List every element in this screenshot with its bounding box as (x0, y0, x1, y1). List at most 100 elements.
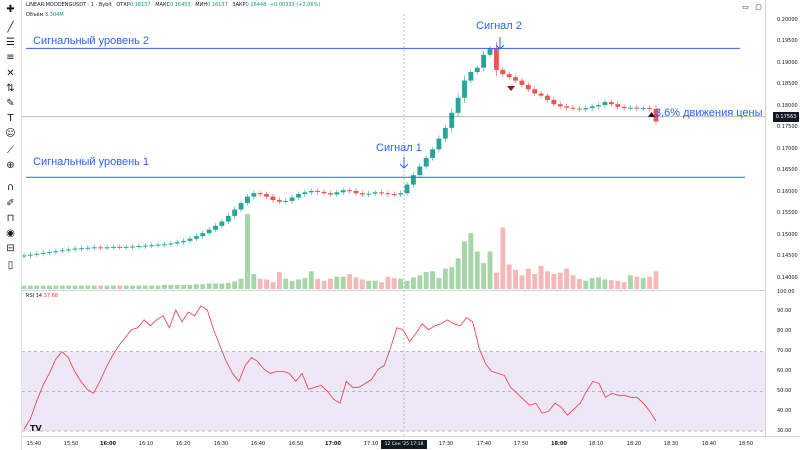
candle (551, 97, 557, 107)
volume-bar (193, 284, 199, 289)
candle-body (615, 104, 621, 107)
candle (538, 90, 544, 99)
trash-icon[interactable]: ▯ (7, 259, 14, 271)
candle-body (98, 247, 104, 249)
window-maximize-icon[interactable]: ▢ (755, 2, 762, 11)
volume-bar (162, 284, 167, 289)
candle (59, 247, 65, 254)
ruler-icon[interactable]: ⟋ (7, 144, 14, 156)
horizontal-lines-icon[interactable]: ☰ (6, 36, 15, 48)
volume-bar (551, 274, 557, 289)
magnet-icon[interactable]: ∩ (6, 181, 15, 193)
pattern-icon[interactable]: ✕ (6, 67, 15, 79)
lock-drawing-icon[interactable]: ✐ (6, 197, 15, 209)
candle (640, 105, 646, 112)
change-value: +0.00333 (+2.06%) (269, 2, 321, 8)
price-tick-label: 0.14000 (777, 274, 798, 281)
symbol-name[interactable]: LINEAR:MOODENGUSDT · 1 · Bybit (26, 2, 112, 8)
candle (564, 103, 570, 111)
time-tick-label: 18:20 (626, 441, 642, 447)
layers-icon[interactable]: ⊟ (6, 242, 15, 254)
candle (653, 105, 659, 126)
candle-body (327, 193, 333, 195)
volume-bar (455, 258, 461, 289)
volume-bar (449, 267, 455, 289)
volume-bar (608, 280, 614, 289)
volume-bar (283, 278, 289, 289)
price-axis[interactable]: 0.20000 0.19500 0.19000 0.18500 0.18000 0.175… (765, 0, 800, 290)
candle (474, 65, 480, 75)
candle (110, 244, 116, 250)
time-tick-label: 17:50 (513, 441, 529, 447)
current-price-badge: 0.17563 (773, 112, 799, 122)
candle (481, 50, 487, 72)
rsi-tick-label: 70.00 (777, 348, 792, 355)
candle-body (513, 77, 518, 81)
high-value: 0.16453 (169, 2, 191, 8)
candle-body (155, 244, 161, 246)
tradingview-logo-icon: TV (30, 424, 42, 433)
candle (168, 240, 174, 247)
candle-body (359, 193, 365, 195)
fib-retracement-icon[interactable]: ≡ (6, 51, 15, 63)
candle (449, 108, 455, 133)
candle (104, 244, 110, 251)
candle (615, 101, 621, 110)
volume-bar (264, 279, 270, 289)
volume-bar (513, 269, 518, 289)
zoom-icon[interactable]: ⊕ (6, 159, 15, 171)
brush-icon[interactable]: ✎ (6, 97, 15, 109)
candle (334, 189, 340, 198)
volume-bar (130, 285, 135, 289)
candle-body (628, 107, 633, 109)
price-tick-label: 0.17000 (777, 145, 798, 152)
volume-bar (117, 285, 123, 289)
volume-bar (34, 285, 40, 289)
volume-bar (155, 285, 161, 289)
projection-icon[interactable]: ⇅ (6, 82, 15, 94)
crosshair-icon[interactable]: ✚ (6, 3, 15, 15)
candle (142, 243, 148, 249)
candle (123, 244, 129, 250)
time-tick-label: 18:00 (551, 441, 567, 447)
price-tick-label: 0.16000 (777, 188, 798, 195)
text-icon[interactable]: T (7, 112, 14, 124)
volume-bar (398, 278, 404, 289)
volume-bar (583, 280, 589, 289)
rsi-axis[interactable]: 100.00 90.00 80.00 70.00 60.00 50.00 40.00 30.0… (765, 289, 800, 435)
close-value: 0.16448 (245, 2, 267, 8)
candle (130, 243, 135, 250)
emoji-icon[interactable]: ☺ (5, 127, 16, 139)
time-tick-label: 18:30 (663, 441, 679, 447)
candle (545, 93, 550, 103)
volume-legend: Объём 3.304M (26, 12, 64, 18)
candle-body (487, 48, 493, 55)
volume-bar (442, 268, 448, 289)
candle-body (321, 191, 327, 194)
window-minimize-icon[interactable]: ▭ (742, 2, 749, 11)
rsi-tick-label: 60.00 (777, 367, 792, 374)
candle-body (653, 108, 659, 122)
price-tick-label: 0.20000 (777, 16, 798, 23)
volume-bar (47, 285, 52, 289)
candle (366, 191, 372, 198)
visibility-icon[interactable]: ◉ (6, 227, 15, 239)
time-axis[interactable]: 15:40 15:50 16:00 16:10 16:20 16:30 16:40 16:50… (0, 437, 765, 450)
volume-bar (615, 280, 621, 289)
candle (404, 182, 410, 196)
signal-1-label: Сигнал 1 (376, 142, 422, 154)
lock-icon[interactable]: ⊓ (6, 212, 15, 224)
volume-bar (27, 285, 33, 289)
candle-body (206, 229, 212, 234)
trend-line-icon[interactable]: ╱ (7, 21, 14, 33)
volume-bar (385, 276, 391, 289)
time-tick-label: 17:10 (363, 441, 379, 447)
candle (308, 188, 314, 195)
time-tick-label: 17:30 (438, 441, 454, 447)
candle (647, 105, 653, 112)
candle-body (123, 246, 129, 248)
candle (359, 190, 365, 198)
candle-body (251, 193, 257, 197)
candle-body (410, 175, 416, 185)
